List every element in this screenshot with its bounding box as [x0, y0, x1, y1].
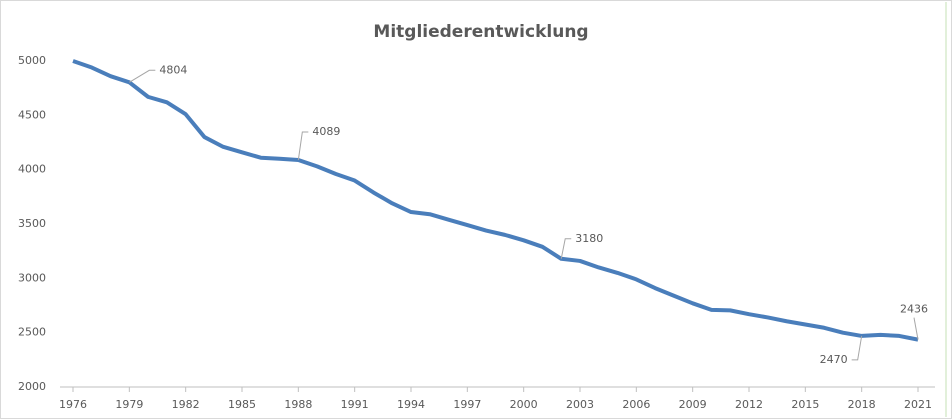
leader-line [129, 69, 156, 83]
x-tick-label: 1982 [172, 398, 200, 411]
x-tick-label: 1997 [453, 398, 481, 411]
data-label: 3180 [575, 232, 603, 245]
x-tick-label: 2018 [848, 398, 876, 411]
data-label: 2470 [820, 353, 848, 366]
line-series [72, 59, 919, 342]
data-label: 4804 [159, 63, 187, 76]
data-label: 4089 [312, 125, 340, 138]
x-tick-label: 2009 [679, 398, 707, 411]
y-tick-label: 3000 [18, 271, 46, 284]
x-tick-label: 1994 [397, 398, 425, 411]
x-tick-label: 1979 [115, 398, 143, 411]
x-tick-label: 2015 [791, 398, 819, 411]
chart-title: Mitgliederentwicklung [373, 22, 588, 42]
x-tick-label: 2006 [622, 398, 650, 411]
x-tick-label: 2000 [510, 398, 538, 411]
x-tick-label: 1991 [341, 398, 369, 411]
leader-line [913, 317, 919, 340]
x-tick-label: 1988 [284, 398, 312, 411]
x-tick-label: 2012 [735, 398, 763, 411]
x-tick-label: 1976 [59, 398, 87, 411]
y-tick-label: 2000 [18, 380, 46, 393]
y-tick-label: 3500 [18, 217, 46, 230]
leader-line [851, 335, 863, 361]
y-tick-label: 2500 [18, 326, 46, 339]
x-tick-label: 2003 [566, 398, 594, 411]
data-label: 2436 [900, 303, 928, 316]
x-tick-label: 1985 [228, 398, 256, 411]
x-tick-label: 2021 [904, 398, 932, 411]
leader-line [297, 131, 309, 161]
y-tick-label: 5000 [18, 54, 46, 67]
y-tick-label: 4000 [18, 163, 46, 176]
y-tick-label: 4500 [18, 108, 46, 121]
leader-line [560, 238, 572, 259]
